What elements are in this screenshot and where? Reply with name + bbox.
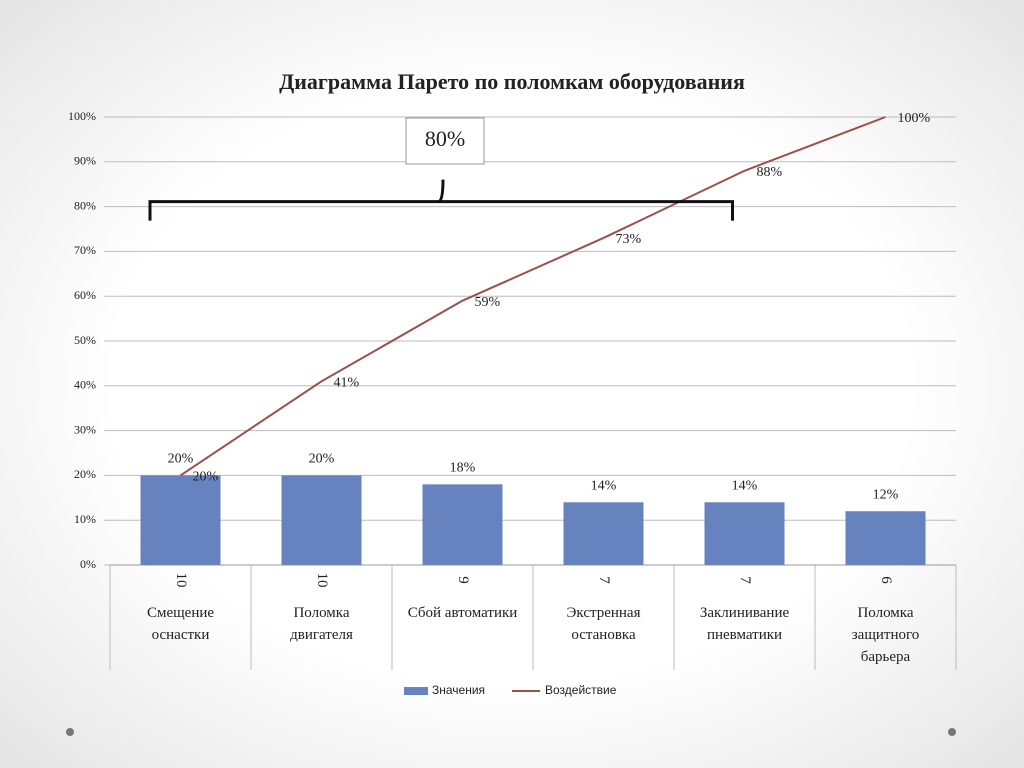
y-tick-label: 30% xyxy=(74,422,96,436)
bar xyxy=(704,502,785,565)
y-tick-label: 40% xyxy=(74,378,96,392)
bar xyxy=(140,475,221,565)
x-tick-label: Сбой автоматики xyxy=(407,605,518,621)
data-label: 20% xyxy=(168,452,194,467)
y-tick-label: 60% xyxy=(74,288,96,302)
y-tick-label: 0% xyxy=(80,557,96,571)
data-label: 18% xyxy=(450,461,476,476)
category-count: 10 xyxy=(314,573,330,588)
x-tick-label: Экстренная остановка xyxy=(566,605,641,643)
x-tick-label: Поломка защитного барьера xyxy=(851,605,920,665)
data-label: 88% xyxy=(757,165,783,180)
x-tick-label: Поломка двигателя xyxy=(290,605,353,643)
chart-title: Диаграмма Парето по поломкам оборудовани… xyxy=(279,69,745,94)
category-count: 6 xyxy=(878,576,894,584)
bracket xyxy=(148,179,734,221)
category-count: 10 xyxy=(173,573,189,588)
y-tick-label: 90% xyxy=(74,154,96,168)
category-count: 9 xyxy=(455,576,471,584)
data-label: 12% xyxy=(873,487,899,502)
data-label: 100% xyxy=(898,111,931,126)
y-tick-label: 10% xyxy=(74,512,96,526)
legend-swatch xyxy=(404,687,428,695)
data-label: 14% xyxy=(591,478,617,493)
bar xyxy=(845,511,926,565)
legend-label: Значения xyxy=(432,683,485,697)
data-label: 14% xyxy=(732,478,758,493)
bar xyxy=(281,475,362,565)
data-label: 20% xyxy=(309,452,335,467)
bar xyxy=(563,502,644,565)
y-tick-label: 80% xyxy=(74,198,96,212)
slide-dot xyxy=(66,728,74,736)
category-count: 7 xyxy=(596,576,612,584)
data-label: 59% xyxy=(475,295,501,310)
category-count: 7 xyxy=(737,576,753,584)
y-tick-label: 100% xyxy=(68,109,96,123)
line xyxy=(179,116,886,477)
annotation-box xyxy=(405,117,485,165)
annotation: 80% xyxy=(425,126,465,151)
x-tick-label: Заклинивание пневматики xyxy=(699,605,790,643)
y-tick-label: 50% xyxy=(74,333,96,347)
data-label: 20% xyxy=(193,470,219,485)
data-label: 41% xyxy=(334,376,360,391)
legend-label: Воздействие xyxy=(545,683,617,697)
y-tick-label: 70% xyxy=(74,243,96,257)
bar xyxy=(422,484,503,565)
slide-dot xyxy=(948,728,956,736)
y-tick-label: 20% xyxy=(74,467,96,481)
data-label: 73% xyxy=(616,232,642,247)
x-tick-label: Смещение оснастки xyxy=(146,605,215,643)
